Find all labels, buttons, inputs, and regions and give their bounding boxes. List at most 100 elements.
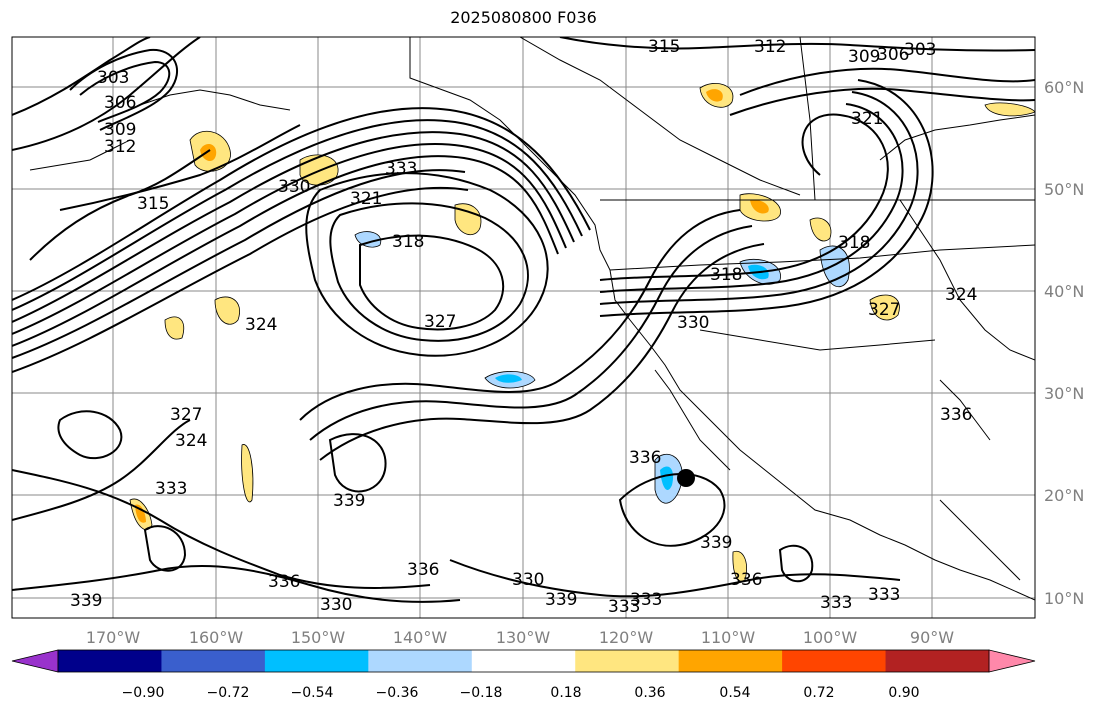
colorbar-segment [161, 650, 266, 672]
contour-label: 330 [677, 313, 709, 333]
latitude-tick-labels: 60°N 50°N 40°N 30°N 20°N 10°N [1044, 78, 1084, 608]
contour-label: 330 [512, 570, 544, 590]
contour-label: 306 [877, 45, 909, 65]
contour-line [328, 433, 387, 493]
colorbar-tick-label: 0.18 [550, 685, 581, 701]
contour-line [778, 544, 814, 583]
colorbar-segment [264, 650, 369, 672]
coastlines [29, 37, 1035, 601]
lon-tick-label: 150°W [291, 628, 346, 647]
contour-line [29, 149, 211, 261]
contour-label: 324 [245, 315, 277, 335]
contour-line [599, 103, 904, 293]
lon-tick-label: 170°W [86, 628, 141, 647]
colorbar [11, 649, 1036, 673]
contour-line [57, 410, 123, 460]
colorbar-extend-min [11, 649, 59, 673]
contour-line [319, 243, 765, 461]
contour-label: 303 [904, 40, 936, 60]
contour-label: 339 [70, 591, 102, 611]
contour-label: 333 [608, 597, 640, 617]
lon-tick-label: 120°W [599, 628, 654, 647]
contour-label: 333 [630, 590, 662, 610]
colorbar-frame [57, 649, 990, 673]
contour-line [12, 143, 567, 335]
lat-tick-label: 10°N [1044, 589, 1084, 608]
contour-line [559, 37, 1035, 52]
contour-label: 327 [424, 312, 456, 332]
lat-tick-label: 60°N [1044, 78, 1084, 97]
contour-label: 327 [170, 405, 202, 425]
colorbar-tick-label: 0.90 [888, 685, 919, 701]
contour-line [12, 186, 469, 373]
shaded-area [750, 199, 769, 214]
contour-label: 309 [848, 47, 880, 67]
shaded-area [241, 444, 254, 503]
shaded-area [454, 203, 482, 236]
shaded-area [495, 374, 522, 383]
contour-line [69, 48, 179, 131]
contour-label: 336 [940, 405, 972, 425]
colorbar-segment [58, 650, 162, 672]
shaded-area [869, 294, 900, 321]
contour-line [12, 119, 583, 311]
shaded-area [200, 143, 217, 162]
shaded-area [164, 316, 185, 340]
contour-label: 336 [730, 570, 762, 590]
contour-label: 312 [754, 37, 786, 57]
lon-tick-label: 110°W [701, 628, 756, 647]
contour-label: 327 [868, 300, 900, 320]
contour-line [12, 469, 431, 589]
contour-line [359, 234, 505, 331]
contour-label: 324 [945, 285, 977, 305]
colorbar-segment [575, 650, 680, 672]
contour-label: 339 [333, 491, 365, 511]
lat-tick-label: 30°N [1044, 384, 1084, 403]
contour-line [12, 131, 575, 323]
contour-label: 336 [407, 560, 439, 580]
contour-line [12, 107, 591, 301]
lon-tick-label: 90°W [910, 628, 954, 647]
contour-label: 339 [700, 533, 732, 553]
contour-label: 318 [392, 232, 424, 252]
contour-line [618, 473, 726, 547]
contour-label: 309 [104, 120, 136, 140]
contour-line [59, 124, 301, 211]
colorbar-extend-max [988, 649, 1036, 673]
contour-label: 315 [648, 37, 680, 57]
lon-tick-label: 100°W [803, 628, 858, 647]
colorbar-tick-label: −0.18 [460, 685, 503, 701]
shaded-area [660, 466, 674, 490]
contour-line [143, 525, 187, 572]
map-border [11, 36, 1036, 619]
colorbar-segment [885, 650, 990, 672]
shaded-area [809, 217, 832, 242]
shaded-area [984, 102, 1035, 117]
shaded-area [354, 231, 382, 248]
contour-label: 321 [350, 189, 382, 209]
lon-tick-label: 160°W [189, 628, 244, 647]
contour-line [599, 91, 919, 305]
lon-tick-label: 130°W [496, 628, 551, 647]
colorbar-segment [471, 650, 576, 672]
contour-line [309, 225, 753, 441]
colorbar-segment [368, 650, 473, 672]
contour-line [305, 172, 549, 357]
contour-line [12, 37, 151, 116]
contour-label: 315 [137, 194, 169, 214]
colorbar-tick-label: 0.54 [719, 685, 750, 701]
contour-label: 339 [545, 590, 577, 610]
lat-tick-label: 50°N [1044, 180, 1084, 199]
lat-tick-label: 20°N [1044, 486, 1084, 505]
colorbar-tick-label: −0.90 [122, 685, 165, 701]
colorbar-segment [678, 650, 783, 672]
contour-label: 330 [320, 595, 352, 615]
contour-label: 336 [268, 572, 300, 592]
colorbar-tick-label: −0.72 [207, 685, 250, 701]
contour-line [739, 67, 1035, 96]
contour-line [449, 559, 901, 598]
colorbar-tick-label: 0.36 [634, 685, 665, 701]
contour-line [12, 419, 191, 521]
shaded-area [706, 89, 723, 102]
colorbar-tick-label: 0.72 [803, 685, 834, 701]
